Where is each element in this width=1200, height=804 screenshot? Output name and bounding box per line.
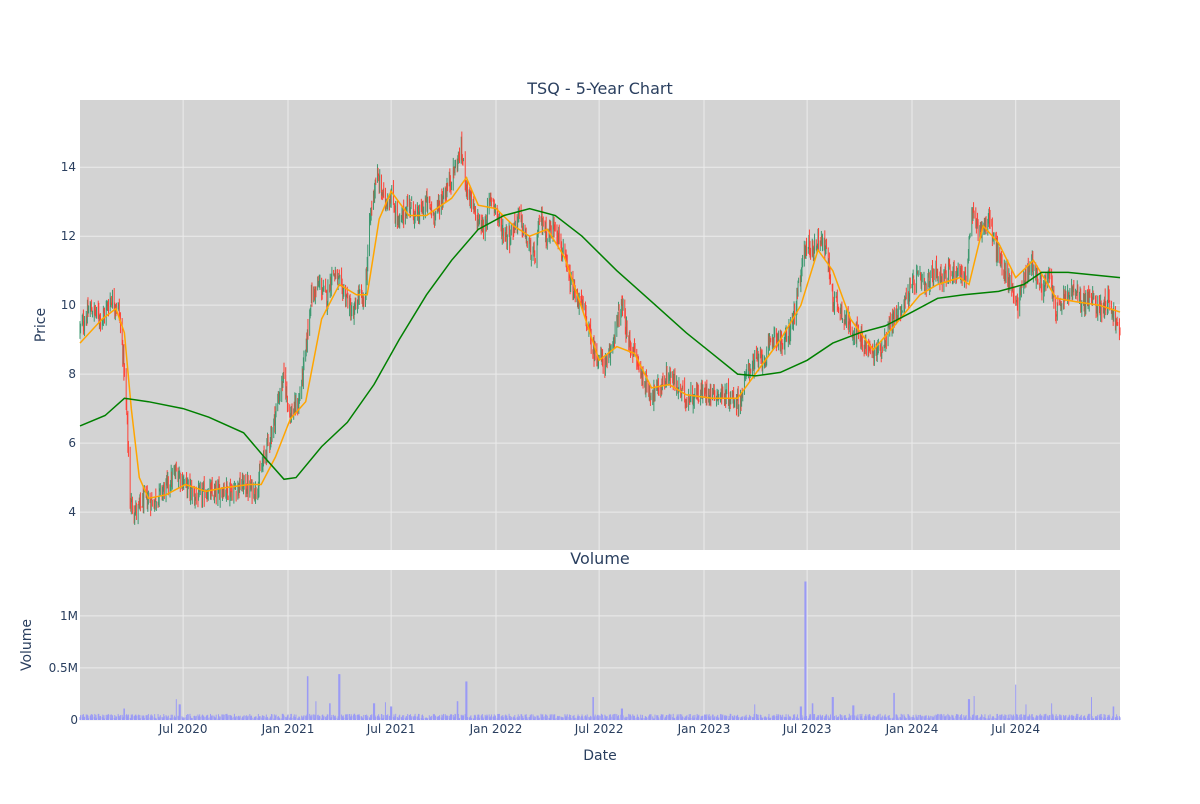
x-tick-label: Jul 2021 bbox=[366, 722, 416, 736]
x-tick-label: Jul 2020 bbox=[158, 722, 208, 736]
x-tick-label: Jan 2024 bbox=[885, 722, 939, 736]
short-moving-average-line bbox=[79, 176, 1121, 500]
x-tick-label: Jul 2022 bbox=[574, 722, 624, 736]
price-y-tick-label: 4 bbox=[68, 505, 76, 519]
volume-y-tick-label: 1M bbox=[60, 609, 78, 623]
price-y-tick-label: 14 bbox=[61, 160, 76, 174]
price-y-tick-label: 10 bbox=[61, 298, 76, 312]
candles-group bbox=[79, 131, 1121, 525]
x-axis-title: Date bbox=[583, 748, 616, 764]
price-chart-title: TSQ - 5-Year Chart bbox=[526, 79, 672, 98]
price-plot-area bbox=[80, 100, 1120, 550]
volume-y-tick-label: 0.5M bbox=[49, 661, 78, 675]
volume-plot-area bbox=[80, 570, 1120, 720]
price-y-tick-label: 12 bbox=[61, 229, 76, 243]
price-y-tick-label: 8 bbox=[68, 367, 76, 381]
volume-panel: Jul 2020 Jan 2021 Jul 2021 Jan 2022 Jul 2022… bbox=[49, 570, 1121, 736]
x-tick-label: Jul 2023 bbox=[782, 722, 832, 736]
price-y-tick-label: 6 bbox=[68, 436, 76, 450]
x-tick-label: Jul 2024 bbox=[990, 722, 1040, 736]
x-tick-label: Jan 2021 bbox=[261, 722, 315, 736]
price-panel: 4 6 8 10 12 14 bbox=[61, 100, 1121, 550]
x-tick-label: Jan 2023 bbox=[677, 722, 731, 736]
x-tick-label: Jan 2022 bbox=[469, 722, 523, 736]
price-y-axis-title: Price bbox=[33, 308, 49, 342]
volume-y-axis-title: Volume bbox=[19, 619, 35, 671]
volume-y-tick-label: 0 bbox=[70, 713, 78, 727]
volume-chart-title: Volume bbox=[570, 549, 630, 568]
volume-bars-group bbox=[79, 581, 1121, 720]
long-moving-average-line bbox=[79, 207, 1121, 481]
